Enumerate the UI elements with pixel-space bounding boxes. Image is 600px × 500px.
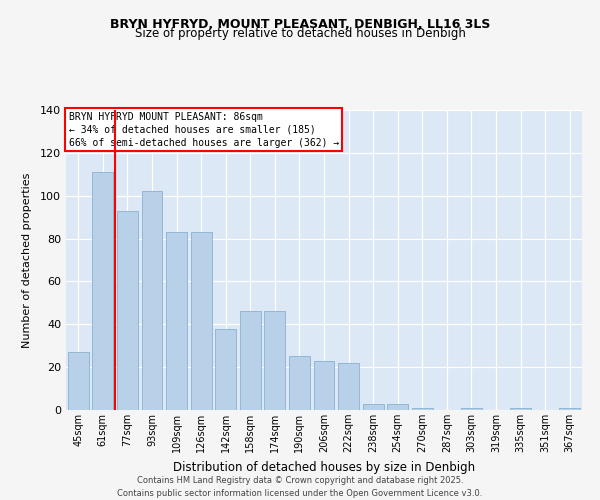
Bar (265, 312, 286, 410)
Bar (166, 232, 187, 410)
Bar (191, 232, 212, 410)
Bar (362, 404, 383, 410)
Bar (338, 363, 359, 410)
Bar (412, 408, 433, 410)
Text: BRYN HYFRYD, MOUNT PLEASANT, DENBIGH, LL16 3LS: BRYN HYFRYD, MOUNT PLEASANT, DENBIGH, LL… (110, 18, 490, 30)
Bar (387, 404, 408, 410)
Bar (117, 210, 138, 410)
Bar (215, 328, 236, 410)
Bar (92, 172, 113, 410)
Bar (142, 192, 163, 410)
Bar (314, 360, 334, 410)
X-axis label: Distribution of detached houses by size in Denbigh: Distribution of detached houses by size … (173, 460, 475, 473)
Text: Size of property relative to detached houses in Denbigh: Size of property relative to detached ho… (134, 28, 466, 40)
Bar (510, 408, 531, 410)
Text: BRYN HYFRYD MOUNT PLEASANT: 86sqm
← 34% of detached houses are smaller (185)
66%: BRYN HYFRYD MOUNT PLEASANT: 86sqm ← 34% … (68, 112, 339, 148)
Bar (289, 356, 310, 410)
Bar (240, 312, 261, 410)
Bar (68, 352, 89, 410)
Y-axis label: Number of detached properties: Number of detached properties (22, 172, 32, 348)
Bar (559, 408, 580, 410)
Bar (461, 408, 482, 410)
Text: Contains HM Land Registry data © Crown copyright and database right 2025.
Contai: Contains HM Land Registry data © Crown c… (118, 476, 482, 498)
